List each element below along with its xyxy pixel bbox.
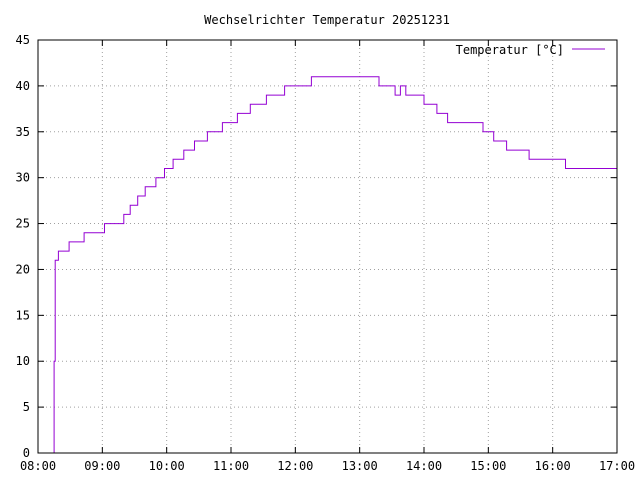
chart-title: Wechselrichter Temperatur 20251231 xyxy=(204,13,450,27)
y-tick-label: 25 xyxy=(16,217,30,231)
y-tick-label: 45 xyxy=(16,33,30,47)
x-tick-label: 11:00 xyxy=(213,459,249,473)
series-layer xyxy=(53,76,617,454)
y-tick-label: 0 xyxy=(23,446,30,460)
y-tick-label: 10 xyxy=(16,354,30,368)
y-tick-label: 30 xyxy=(16,171,30,185)
y-tick-label: 5 xyxy=(23,400,30,414)
grid xyxy=(38,40,617,453)
x-tick-label: 15:00 xyxy=(470,459,506,473)
x-tick-label: 16:00 xyxy=(535,459,571,473)
x-tick-label: 09:00 xyxy=(84,459,120,473)
plot-border xyxy=(37,39,618,454)
x-tick-label: 12:00 xyxy=(277,459,313,473)
y-tick-label: 20 xyxy=(16,262,30,276)
legend-label: Temperatur [°C] xyxy=(456,43,564,57)
x-tick-label: 17:00 xyxy=(599,459,635,473)
axes: 0 5 10 15 20 25 30 35 40 45 08:00 09:00 10:00 11:00 12… xyxy=(16,33,636,473)
legend: Temperatur [°C] xyxy=(456,43,605,57)
x-tick-label: 14:00 xyxy=(406,459,442,473)
y-tick-label: 35 xyxy=(16,125,30,139)
y-tick-label: 15 xyxy=(16,308,30,322)
series-line-0 xyxy=(53,76,617,454)
x-tick-label: 08:00 xyxy=(20,459,56,473)
x-tick-label: 13:00 xyxy=(342,459,378,473)
x-tick-label: 10:00 xyxy=(149,459,185,473)
y-tick-label: 40 xyxy=(16,79,30,93)
